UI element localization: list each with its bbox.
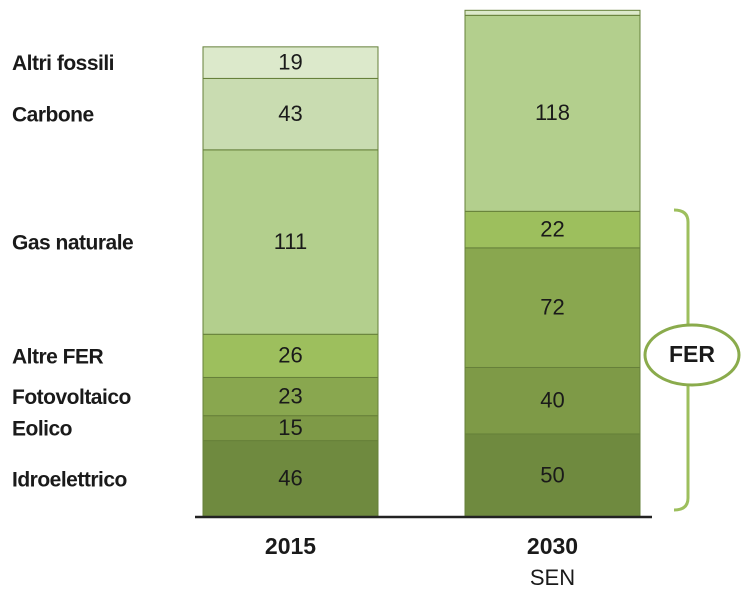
bar-segment	[464, 366, 641, 435]
legend-label: Gas naturale	[12, 232, 133, 255]
fer-ellipse	[643, 323, 741, 387]
segment-label: 50	[540, 462, 564, 487]
bar-segment	[202, 415, 379, 442]
segment-label: 26	[278, 343, 302, 368]
bars: 46 15 23 26 111 43 19 50 40 72 22 118	[202, 9, 641, 518]
fer-label: FER	[669, 341, 715, 367]
segment-label: 22	[540, 216, 564, 241]
legend-label: Eolico	[12, 418, 72, 441]
segment-label: 19	[278, 49, 302, 74]
bar-segment	[202, 77, 379, 151]
segment-label: 111	[274, 229, 307, 254]
segment-label: 43	[278, 101, 302, 126]
segment-label: 15	[278, 415, 302, 440]
x-tick-label: 2015	[265, 533, 316, 559]
bar-segment	[464, 247, 641, 368]
bar-segment	[202, 440, 379, 518]
legend-label: Fotovoltaico	[12, 386, 131, 409]
segment-label: 40	[540, 388, 564, 413]
bar-segment	[464, 9, 641, 16]
legend-label: Altre FER	[12, 345, 104, 368]
segment-label: 118	[535, 100, 570, 125]
bar-segment	[202, 149, 379, 335]
bar-segment	[464, 210, 641, 249]
segment-label: 23	[278, 383, 302, 408]
bar-segment	[464, 433, 641, 518]
bar-segment	[202, 46, 379, 79]
legend-label: Altri fossili	[12, 52, 114, 75]
legend-label: Carbone	[12, 104, 94, 127]
bar-segment	[202, 333, 379, 378]
legend-label: Idroelettrico	[12, 468, 127, 491]
segment-label: 72	[540, 294, 564, 319]
bar-segment	[464, 14, 641, 212]
x-tick-sublabel: SEN	[530, 565, 575, 590]
segment-label: 46	[278, 466, 302, 491]
x-tick-label: 2030	[527, 533, 578, 559]
